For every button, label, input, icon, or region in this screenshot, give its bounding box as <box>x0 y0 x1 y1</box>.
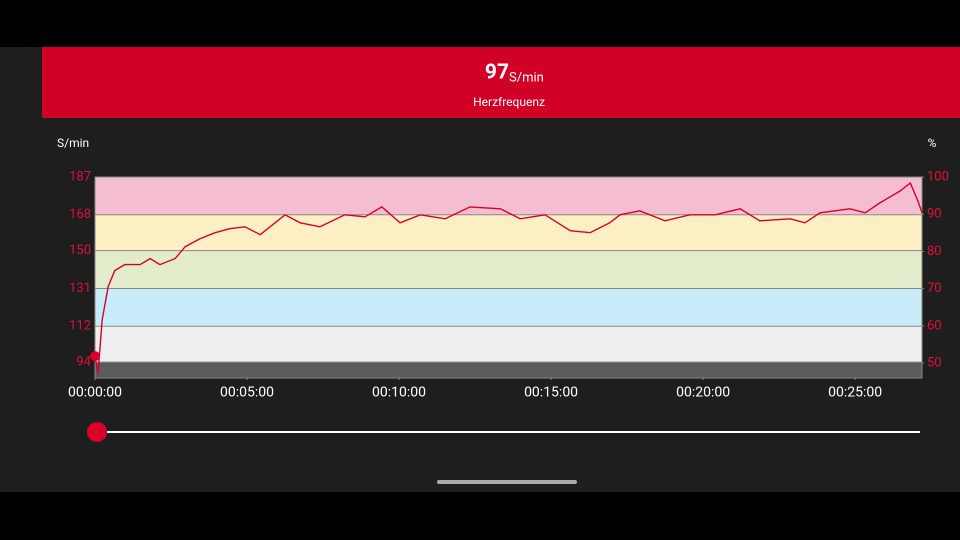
header-unit: S/min <box>509 70 544 85</box>
header-label: Herzfrequenz <box>473 95 545 109</box>
plot: 94 112 131 150 168 187 50 60 70 80 90 100 00:00:00 00… <box>68 169 949 400</box>
y-tick-label: 187 <box>69 169 91 184</box>
header-bar <box>42 47 960 118</box>
zone <box>95 177 922 215</box>
x-tick-label: 00:25:00 <box>828 385 882 401</box>
y2-tick-label: 50 <box>927 356 942 371</box>
x-tick-label: 00:05:00 <box>220 385 274 401</box>
zone <box>95 214 922 251</box>
y-tick-label: 131 <box>69 281 91 296</box>
y2-tick-label: 60 <box>927 318 942 333</box>
y2-tick-label: 100 <box>927 169 949 184</box>
y2-tick-label: 70 <box>927 281 942 296</box>
header-value: 97 <box>485 61 509 85</box>
gesture-bar <box>437 480 577 484</box>
slider-knob[interactable] <box>87 422 107 442</box>
zone <box>95 326 922 363</box>
x-tick-label: 00:15:00 <box>524 385 578 401</box>
zone <box>95 250 922 289</box>
y-tick-label: 112 <box>69 319 91 334</box>
y2-tick-label: 90 <box>927 207 942 222</box>
plot-border <box>94 176 923 379</box>
x-tick-label: 00:10:00 <box>372 385 426 401</box>
zone <box>95 362 922 378</box>
x-tick-label: 00:20:00 <box>676 385 730 401</box>
heart-rate-line <box>94 181 923 375</box>
y-tick-label: 150 <box>69 243 91 258</box>
y-tick-label: 94 <box>76 355 91 370</box>
x-tick-label: 00:00:00 <box>68 385 122 401</box>
zone <box>95 288 922 327</box>
y-axis-label: S/min <box>57 136 89 150</box>
y2-axis-label: % <box>928 136 937 150</box>
y-tick-label: 168 <box>69 207 91 222</box>
y2-tick-label: 80 <box>927 244 942 259</box>
current-marker <box>90 351 100 362</box>
